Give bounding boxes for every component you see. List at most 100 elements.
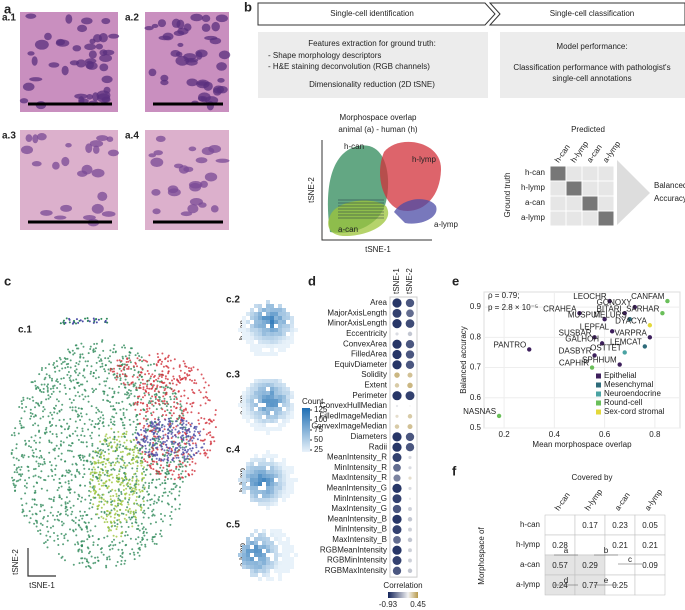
table-col-label: a-can: [613, 491, 632, 513]
cell-point: [121, 500, 124, 502]
cell-point: [134, 444, 137, 447]
feature-label: Radii: [369, 442, 387, 451]
cell-point: [37, 462, 40, 465]
cell-point: [15, 443, 18, 446]
cell-point: [160, 464, 162, 467]
cell-point: [152, 468, 155, 471]
cell-point: [155, 461, 158, 463]
cell-point: [103, 368, 106, 371]
cell-point: [191, 388, 194, 391]
cell-point: [40, 487, 43, 490]
cell-point: [51, 379, 53, 382]
cell-point: [115, 457, 118, 460]
cell-point: [149, 397, 152, 400]
correlation-dot: [405, 319, 415, 328]
cell-point: [170, 450, 173, 453]
hex-bin: [258, 304, 262, 308]
cell-point: [46, 390, 49, 393]
hex-bin: [242, 320, 246, 324]
cell-point: [91, 442, 94, 445]
cell-point: [136, 447, 139, 449]
cell-point: [205, 452, 208, 455]
cell-point: [188, 442, 191, 445]
cell-point: [187, 422, 190, 424]
cell-point: [57, 455, 60, 458]
cell-point: [188, 431, 191, 433]
hex-bin: [290, 549, 294, 553]
hex-bin: [290, 478, 294, 482]
cell-point: [74, 516, 77, 519]
hex-bin: [262, 494, 266, 498]
cell-point: [169, 515, 172, 517]
cell-point: [49, 411, 52, 414]
cell-point: [97, 408, 99, 411]
cell-point: [131, 522, 134, 525]
cell-point: [118, 440, 121, 443]
cell-point: [56, 398, 58, 401]
cell-point: [169, 417, 172, 420]
hex-bin: [270, 482, 274, 486]
cell-point: [127, 503, 130, 506]
cell-point: [183, 455, 186, 458]
cell-point: [112, 405, 115, 408]
image-label: a.2: [125, 13, 139, 24]
cell-point: [89, 434, 92, 437]
cell-point: [145, 390, 148, 393]
cell-point: [122, 357, 124, 360]
hex-bin: [242, 557, 246, 561]
cell-point: [191, 405, 193, 408]
hex-bin: [266, 486, 270, 490]
cell-point: [197, 419, 200, 422]
feature-label: ConvexHullMedian: [320, 401, 387, 410]
y-tick-label: 0.9: [470, 302, 482, 311]
cell-point: [72, 455, 75, 458]
cell-point: [98, 410, 101, 413]
cell-point: [172, 426, 175, 429]
cell-point: [88, 320, 91, 323]
nucleus: [101, 18, 111, 25]
cell-point: [213, 440, 216, 443]
hex-bin: [270, 332, 274, 336]
cell-point: [99, 448, 102, 451]
cell-point: [98, 427, 101, 430]
axis-label: tSNE-2: [307, 177, 316, 203]
cell-point: [134, 538, 137, 541]
cell-point: [162, 386, 165, 389]
feature-label: MinIntensity_R: [334, 463, 387, 472]
cell-point: [38, 373, 41, 376]
hex-bin: [270, 474, 274, 478]
cell-point: [197, 412, 200, 415]
cell-point: [68, 318, 71, 321]
cell-point: [128, 394, 131, 397]
cell-point: [67, 427, 70, 430]
cell-point: [89, 529, 92, 532]
cell-point: [96, 423, 99, 426]
hex-bin: [262, 379, 266, 383]
cell-point: [134, 431, 137, 434]
cell-point: [93, 319, 96, 322]
point-label: DASBYR: [559, 347, 592, 356]
hex-bin: [286, 419, 290, 423]
cell-point: [69, 491, 72, 494]
box-text: single-cell annotations: [552, 74, 631, 83]
inset-label: c.2: [226, 295, 240, 306]
cell-point: [105, 380, 108, 383]
cell-point: [151, 403, 154, 406]
cell-point: [120, 369, 123, 372]
hex-bin: [278, 328, 282, 332]
hex-bin: [262, 454, 266, 458]
hex-bin: [286, 344, 290, 348]
cell-point: [57, 511, 60, 513]
cell-point: [69, 444, 72, 447]
cell-point: [62, 543, 65, 546]
hex-bin: [290, 482, 294, 486]
hex-bin: [262, 502, 266, 506]
cell-point: [92, 348, 95, 351]
cell-point: [53, 449, 56, 452]
cell-point: [120, 435, 123, 438]
hex-bin: [278, 344, 282, 348]
cell-point: [113, 441, 116, 444]
cell-point: [112, 347, 115, 350]
cell-point: [82, 356, 85, 359]
hex-bin: [274, 529, 278, 533]
